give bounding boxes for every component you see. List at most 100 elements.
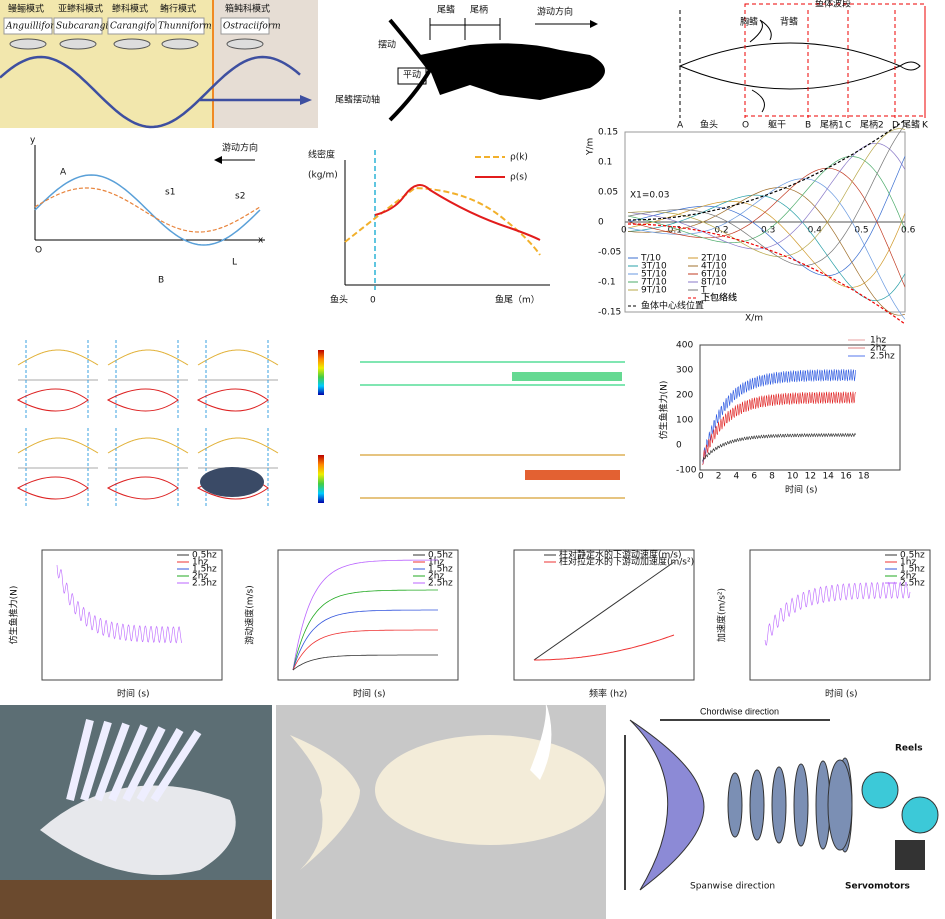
x-tick-label: 0.2 bbox=[714, 226, 728, 236]
plot-area bbox=[749, 549, 931, 681]
y-tick-label: 100 bbox=[676, 416, 693, 426]
label: C bbox=[845, 121, 851, 131]
fin bbox=[749, 19, 772, 43]
y-tick-label: 0 bbox=[598, 218, 604, 228]
y-tick-label: -0.1 bbox=[598, 278, 616, 288]
servo bbox=[895, 840, 925, 870]
wave-curve bbox=[627, 201, 906, 288]
label: D bbox=[892, 121, 899, 131]
curve bbox=[702, 432, 856, 462]
fin bbox=[530, 700, 552, 780]
label: 游动方向 bbox=[222, 142, 258, 154]
label: 鱼体波段 bbox=[815, 0, 851, 10]
x-tick-label: 0.5 bbox=[854, 226, 868, 236]
fish-icon bbox=[59, 38, 97, 50]
y-tick-label: 0 bbox=[676, 441, 682, 451]
label: 2hz bbox=[870, 344, 886, 354]
mode-box bbox=[53, 17, 103, 35]
curve bbox=[702, 369, 856, 464]
x-tick-label: 0 bbox=[621, 226, 627, 236]
legend-label: 柱对拉定水的下游动加速度(m/s²) bbox=[559, 556, 694, 568]
y-tick-label: 200 bbox=[676, 391, 693, 401]
robot-fish bbox=[375, 735, 605, 845]
y-tick-label: 0.1 bbox=[598, 158, 612, 168]
curve bbox=[344, 186, 541, 256]
label: Reels bbox=[895, 744, 923, 754]
plot-area bbox=[41, 549, 223, 681]
fish-silhouette bbox=[420, 43, 605, 100]
legend-label: 2.5hz bbox=[428, 579, 453, 589]
tail-outline bbox=[899, 61, 921, 71]
mode-box bbox=[3, 17, 53, 35]
label: 时间 (s) bbox=[353, 688, 386, 700]
legend-label: 8T/10 bbox=[701, 278, 727, 288]
fish-outline bbox=[196, 388, 269, 412]
x-tick-label: 14 bbox=[822, 472, 834, 482]
mode-latin: Thunniform bbox=[158, 22, 212, 32]
curve bbox=[292, 559, 438, 671]
x-tick-label: 0.6 bbox=[901, 226, 916, 236]
label: y bbox=[30, 136, 36, 146]
arrow bbox=[300, 95, 312, 105]
fin-ray bbox=[122, 726, 166, 802]
fin bbox=[751, 89, 765, 113]
curve bbox=[374, 184, 541, 241]
label: 仿生鱼推力(N) bbox=[658, 381, 670, 440]
wave-curve bbox=[627, 156, 906, 244]
label: 躯干 bbox=[768, 119, 786, 131]
legend-label: 2.5hz bbox=[900, 579, 925, 589]
legend-label: 1hz bbox=[428, 558, 444, 568]
curve bbox=[197, 437, 279, 454]
curve bbox=[764, 581, 911, 646]
label: A bbox=[60, 168, 67, 178]
x-tick-label: 0.3 bbox=[761, 226, 775, 236]
label: 游动速度(m/s) bbox=[244, 585, 256, 645]
label: X/m bbox=[745, 314, 763, 324]
plot-area bbox=[513, 549, 695, 681]
curve bbox=[292, 654, 438, 671]
legend-label: 0.5hz bbox=[428, 551, 453, 561]
label: ρ(k) bbox=[510, 153, 528, 163]
legend-label: 2hz bbox=[428, 572, 444, 582]
x-tick-label: 16 bbox=[840, 472, 852, 482]
mode-latin: Subcarangiform bbox=[56, 22, 130, 32]
label: B bbox=[158, 276, 164, 286]
legend-label: 1.5hz bbox=[428, 565, 453, 575]
curve bbox=[17, 437, 99, 454]
label: 1hz bbox=[870, 336, 886, 346]
label: 0 bbox=[370, 296, 376, 306]
curve bbox=[292, 609, 438, 671]
mode-name: 鲹科模式 bbox=[112, 3, 148, 15]
tail-fin bbox=[388, 18, 433, 122]
arrow bbox=[590, 20, 598, 28]
label: L bbox=[232, 258, 237, 268]
curve bbox=[214, 156, 222, 164]
label: Servomotors bbox=[845, 882, 910, 892]
mode-name: 亚鲹科模式 bbox=[58, 3, 103, 15]
curve bbox=[56, 564, 183, 644]
fin-ray bbox=[80, 720, 112, 802]
x-tick-label: 2 bbox=[716, 472, 722, 482]
colorbar bbox=[318, 455, 324, 503]
curve bbox=[17, 349, 99, 366]
mode-name: 箱鲀科模式 bbox=[225, 3, 270, 15]
legend-label: 2hz bbox=[900, 572, 916, 582]
wave-curve bbox=[627, 167, 906, 288]
x-tick-label: 0.4 bbox=[808, 226, 823, 236]
label: 频率 (hz) bbox=[589, 688, 627, 700]
label: x bbox=[258, 236, 264, 246]
label: K bbox=[922, 121, 929, 131]
label: Y/m bbox=[586, 138, 596, 156]
mode-latin: Ostraciiform bbox=[223, 22, 281, 32]
label: 尾鳍摆动轴 bbox=[335, 94, 380, 106]
fish-outline bbox=[106, 476, 179, 500]
legend-label: 2hz bbox=[192, 572, 208, 582]
label: s1 bbox=[165, 188, 175, 198]
y-tick-label: -100 bbox=[676, 466, 697, 476]
label: O bbox=[742, 121, 749, 131]
label: (kg/m) bbox=[308, 171, 338, 181]
legend-label: 4T/10 bbox=[701, 262, 727, 272]
rib bbox=[771, 766, 787, 844]
rib bbox=[727, 772, 743, 838]
